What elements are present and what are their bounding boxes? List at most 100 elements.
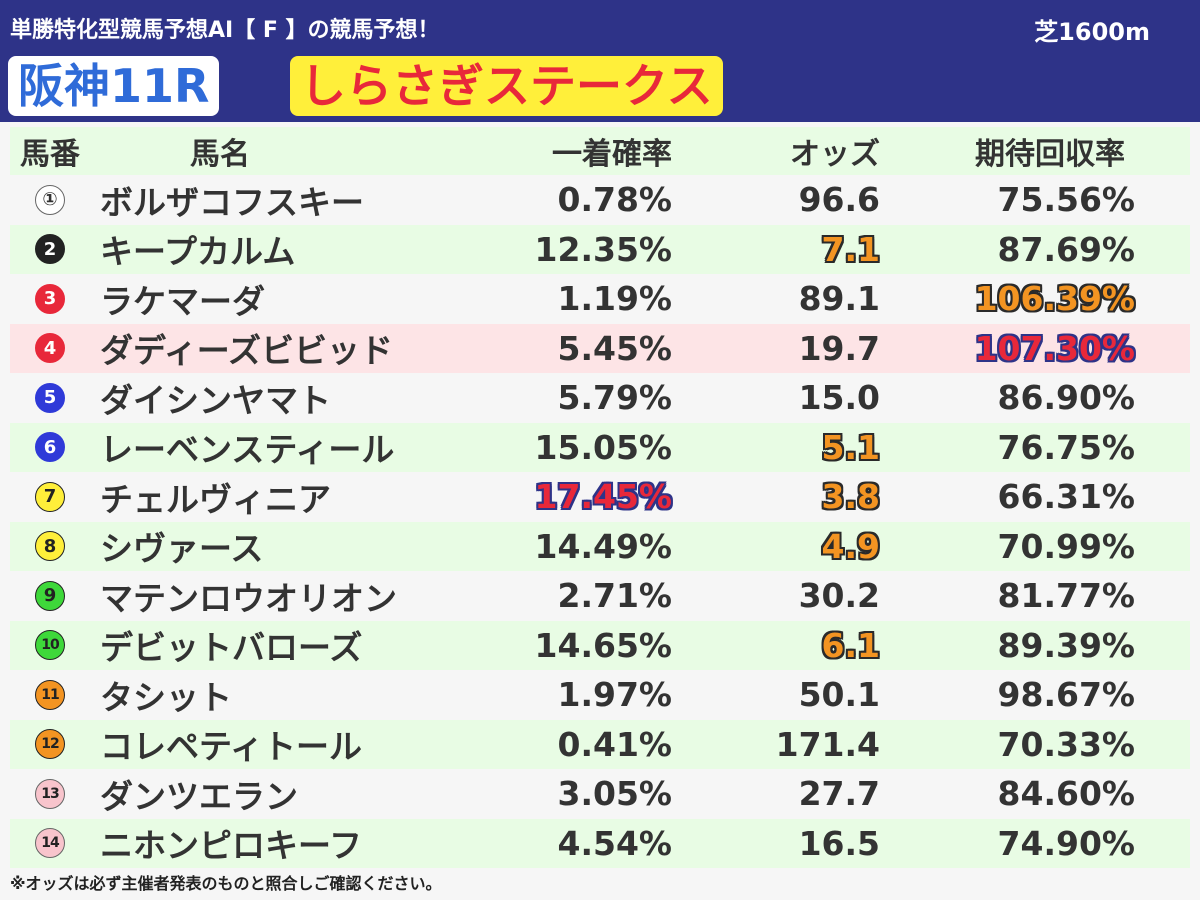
subtitle: 単勝特化型競馬予想AI【 F 】の競馬予想！ xyxy=(10,18,440,43)
col-header-number: 馬番 xyxy=(20,137,80,172)
win-prob-cell: 0.41% xyxy=(480,720,673,770)
table-row: 13 ダンツエラン 3.05% 27.7 84.60% xyxy=(10,769,1190,819)
horse-name-cell-text: ダディーズビビッド xyxy=(100,331,394,371)
horse-number-cell: 6 xyxy=(10,423,90,473)
horse-number-badge: ① xyxy=(35,184,65,215)
table-row: 14 ニホンピロキーフ 4.54% 16.5 74.90% xyxy=(10,818,1190,869)
horse-name-cell-text: ダンツエラン xyxy=(100,776,298,816)
expected-return-cell: 70.33% xyxy=(910,720,1135,770)
col-header-win-prob: 一着確率 xyxy=(552,137,672,172)
horse-number-badge: 8 xyxy=(35,531,65,562)
expected-return-cell-text: 98.67% xyxy=(997,675,1135,715)
horse-name-cell-text: キープカルム xyxy=(100,232,296,272)
expected-return-cell-text: 66.31% xyxy=(997,477,1135,517)
expected-return-cell-text: 87.69% xyxy=(997,229,1135,269)
horse-number-badge: 3 xyxy=(35,283,65,314)
horse-number-cell: 2 xyxy=(10,225,90,275)
horse-number-badge: 10 xyxy=(35,630,65,661)
horse-name-cell: ダンツエラン xyxy=(100,769,460,819)
table-row: 12 コレペティトール 0.41% 171.4 70.33% xyxy=(10,719,1190,770)
horse-name-cell: ダディーズビビッド xyxy=(100,324,460,374)
horse-name-cell-text: デビットバローズ xyxy=(100,628,363,668)
footer-note: ※オッズは必ず主催者発表のものと照合しご確認ください。 xyxy=(10,874,442,893)
horse-name-cell: タシット xyxy=(100,670,460,720)
odds-cell-text: 15.0 xyxy=(798,378,880,418)
expected-return-cell: 84.60% xyxy=(910,769,1135,819)
odds-cell: 7.1 xyxy=(690,225,880,275)
odds-cell: 27.7 xyxy=(690,769,880,819)
odds-cell: 3.8 xyxy=(690,472,880,522)
win-prob-cell-text: 1.97% xyxy=(557,675,673,715)
win-prob-cell: 0.78% xyxy=(480,175,673,225)
race-name-title: しらさぎステークス xyxy=(290,56,723,116)
header-banner: 単勝特化型競馬予想AI【 F 】の競馬予想！ 芝1600m 阪神11R しらさぎ… xyxy=(0,0,1200,122)
table-header-row: 馬番 馬名 一着確率 オッズ 期待回収率 xyxy=(10,127,1190,175)
odds-cell: 96.6 xyxy=(690,175,880,225)
horse-name-cell-text: ニホンピロキーフ xyxy=(100,826,363,866)
horse-number-cell: 8 xyxy=(10,522,90,572)
win-prob-cell: 5.79% xyxy=(480,373,673,423)
expected-return-cell: 86.90% xyxy=(910,373,1135,423)
win-prob-cell: 3.05% xyxy=(480,769,673,819)
expected-return-cell-text: 76.75% xyxy=(997,427,1135,467)
win-prob-cell: 1.19% xyxy=(480,274,673,324)
horse-number-badge: 7 xyxy=(35,481,65,512)
odds-cell-text: 7.1 xyxy=(821,229,880,269)
win-prob-cell-text: 5.45% xyxy=(557,328,673,368)
table-body: ① ボルザコフスキー 0.78% 96.6 75.56% 2 キープカルム 12.35% 7.1… xyxy=(10,175,1190,868)
horse-number-cell: 3 xyxy=(10,274,90,324)
table-row: 4 ダディーズビビッド 5.45% 19.7 107.30% xyxy=(10,323,1190,374)
table-row: 9 マテンロウオリオン 2.71% 30.2 81.77% xyxy=(10,571,1190,621)
win-prob-cell-text: 2.71% xyxy=(557,576,673,616)
col-header-expected-return: 期待回収率 xyxy=(975,137,1125,172)
expected-return-cell: 89.39% xyxy=(910,621,1135,671)
horse-number-badge: 5 xyxy=(35,382,65,413)
odds-cell-text: 16.5 xyxy=(798,823,880,863)
win-prob-cell: 14.49% xyxy=(480,522,672,572)
odds-cell-text: 6.1 xyxy=(821,625,880,665)
horse-name-cell-text: ダイシンヤマト xyxy=(100,380,331,420)
expected-return-cell: 70.99% xyxy=(910,522,1135,572)
horse-name-cell-text: ボルザコフスキー xyxy=(100,182,364,222)
odds-cell: 6.1 xyxy=(690,621,880,671)
odds-cell: 16.5 xyxy=(690,819,880,869)
table-row: 8 シヴァース 14.49% 4.9 70.99% xyxy=(10,521,1190,572)
odds-cell-text: 3.8 xyxy=(821,477,880,517)
expected-return-cell-text: 70.33% xyxy=(997,724,1135,764)
win-prob-cell: 5.45% xyxy=(480,324,673,374)
horse-name-cell: デビットバローズ xyxy=(100,621,460,671)
expected-return-cell: 66.31% xyxy=(910,472,1135,522)
win-prob-cell: 1.97% xyxy=(480,670,673,720)
horse-number-badge: 9 xyxy=(35,580,65,611)
col-header-name: 馬名 xyxy=(190,137,250,172)
horse-name-cell: レーベンスティール xyxy=(100,423,460,473)
horse-name-cell-text: タシット xyxy=(100,677,232,717)
win-prob-cell: 12.35% xyxy=(480,225,672,275)
win-prob-cell-text: 3.05% xyxy=(557,774,673,814)
horse-name-cell-text: ラケマーダ xyxy=(100,281,265,321)
table-row: 10 デビットバローズ 14.65% 6.1 89.39% xyxy=(10,620,1190,671)
odds-cell: 50.1 xyxy=(690,670,880,720)
table-row: 6 レーベンスティール 15.05% 5.1 76.75% xyxy=(10,422,1190,473)
win-prob-cell-text: 0.41% xyxy=(557,724,673,764)
odds-cell: 19.7 xyxy=(690,324,880,374)
horse-number-badge: 12 xyxy=(35,729,65,760)
table-row: 5 ダイシンヤマト 5.79% 15.0 86.90% xyxy=(10,373,1190,423)
expected-return-cell: 74.90% xyxy=(910,819,1135,869)
odds-cell-text: 96.6 xyxy=(798,180,880,220)
horse-number-cell: 11 xyxy=(10,670,90,720)
col-header-odds: オッズ xyxy=(790,137,880,172)
horse-name-cell-text: シヴァース xyxy=(100,529,264,569)
expected-return-cell: 87.69% xyxy=(910,225,1135,275)
horse-name-cell: キープカルム xyxy=(100,225,460,275)
horse-name-cell: チェルヴィニア xyxy=(100,472,460,522)
horse-name-cell: ボルザコフスキー xyxy=(100,175,460,225)
odds-cell-text: 27.7 xyxy=(798,774,880,814)
win-prob-cell-text: 0.78% xyxy=(557,180,673,220)
win-prob-cell: 4.54% xyxy=(480,819,673,869)
odds-cell: 4.9 xyxy=(690,522,880,572)
horse-name-cell: シヴァース xyxy=(100,522,460,572)
expected-return-cell: 107.30% xyxy=(910,324,1135,374)
table-row: 3 ラケマーダ 1.19% 89.1 106.39% xyxy=(10,274,1190,324)
